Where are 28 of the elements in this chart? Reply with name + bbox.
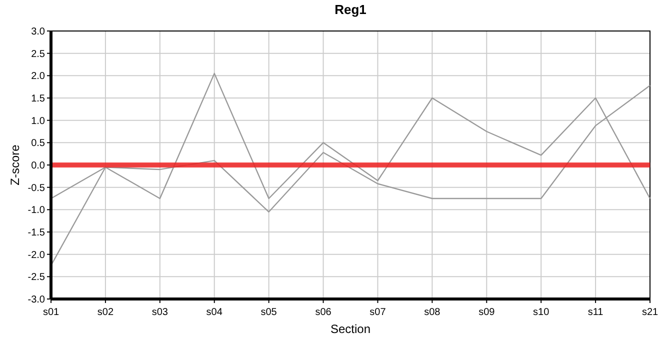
y-tick-label: 2.0 xyxy=(31,71,46,82)
x-tick-label: s21 xyxy=(642,307,658,318)
y-tick-label: 3.0 xyxy=(31,26,46,38)
x-tick-label: s03 xyxy=(152,307,168,318)
y-tick-label: -1.5 xyxy=(28,228,46,238)
y-tick-label: 0.0 xyxy=(31,160,46,172)
y-tick-label: -2.0 xyxy=(28,250,46,261)
x-tick-label: s10 xyxy=(533,307,550,318)
y-tick-label: -1.0 xyxy=(28,205,46,216)
y-tick-label: 1.0 xyxy=(31,116,46,127)
x-tick-label: s05 xyxy=(260,307,278,318)
x-tick-label: s09 xyxy=(478,307,496,318)
y-tick-label: 0.5 xyxy=(31,138,46,150)
x-tick-label: s02 xyxy=(97,307,114,318)
y-tick-label: -0.5 xyxy=(28,182,46,194)
y-tick-label: 2.5 xyxy=(31,48,46,60)
chart-title: Reg1 xyxy=(334,2,366,17)
x-tick-label: s06 xyxy=(315,307,332,318)
x-tick-label: s11 xyxy=(588,307,604,318)
x-tick-label: s01 xyxy=(42,307,60,318)
y-tick-label: -2.5 xyxy=(28,272,46,284)
x-tick-label: s08 xyxy=(424,307,441,318)
y-tick-label: 1.5 xyxy=(31,94,46,104)
x-axis-title: Section xyxy=(330,322,371,336)
x-tick-label: s04 xyxy=(206,307,223,318)
y-tick-label: -3.0 xyxy=(28,294,46,306)
x-tick-label: s07 xyxy=(370,307,386,318)
y-axis-title: Z-score xyxy=(8,144,22,186)
